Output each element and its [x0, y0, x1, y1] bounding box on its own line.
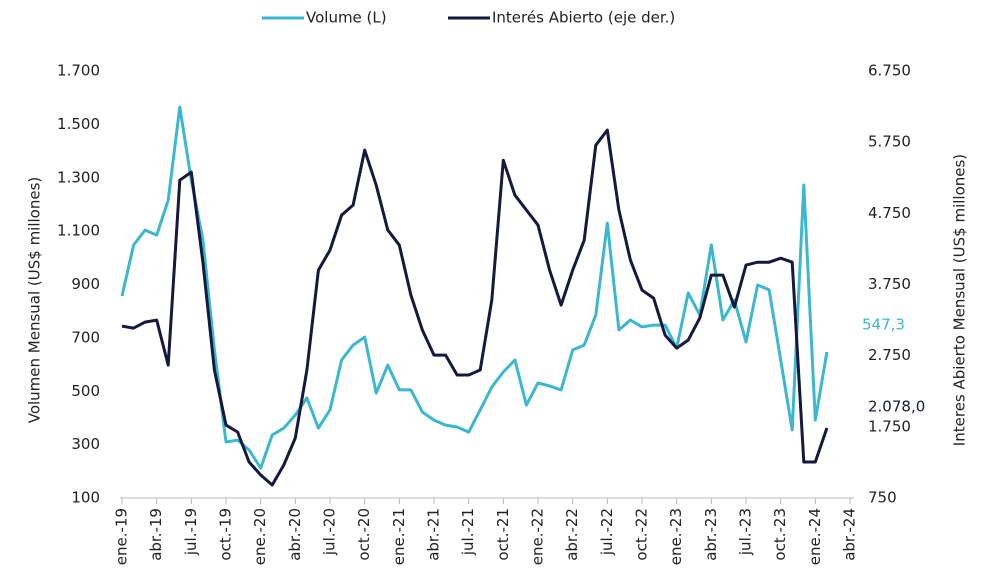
y2-tick-label: 6.750 — [868, 62, 911, 80]
y-tick-label: 300 — [71, 435, 100, 453]
x-tick-label: jul.-23 — [737, 508, 755, 556]
x-tick-label: oct.-23 — [771, 508, 789, 561]
y-tick-label: 700 — [71, 328, 100, 346]
y2-tick-label: 2.750 — [868, 346, 911, 364]
annotation: 547,3 — [862, 316, 905, 334]
y2-tick-label: 4.750 — [868, 204, 911, 222]
x-tick-label: oct.-20 — [355, 508, 373, 561]
y-tick-label: 1.500 — [57, 115, 100, 133]
x-tick-label: oct.-22 — [633, 508, 651, 561]
series-line — [120, 105, 829, 470]
legend-label: Interés Abierto (eje der.) — [492, 9, 675, 27]
y2-axis-title: Interes Abierto Mensual (US$ millones) — [951, 154, 969, 446]
x-tick-label: ene.-19 — [113, 508, 131, 565]
x-tick-label: ene.-23 — [667, 508, 685, 565]
series-line — [121, 128, 829, 487]
y-tick-label: 1.700 — [57, 62, 100, 80]
x-tick-label: abr.-21 — [425, 508, 443, 561]
y-tick-label: 900 — [71, 275, 100, 293]
x-tick-label: abr.-23 — [702, 508, 720, 561]
x-tick-label: oct.-19 — [217, 508, 235, 561]
y2-tick-label: 3.750 — [868, 275, 911, 293]
x-tick-label: ene.-21 — [390, 508, 408, 565]
y-tick-label: 500 — [71, 382, 100, 400]
legend-label: Volume (L) — [306, 9, 387, 27]
x-tick-label: abr.-24 — [841, 508, 859, 561]
x-tick-label: abr.-19 — [147, 508, 165, 561]
x-tick-label: abr.-20 — [286, 508, 304, 561]
x-tick-label: ene.-22 — [529, 508, 547, 565]
x-tick-label: jul.-21 — [459, 508, 477, 556]
y2-tick-label: 5.750 — [868, 133, 911, 151]
y-axis-title: Volumen Mensual (US$ millones) — [26, 177, 44, 424]
y-tick-label: 1.300 — [57, 168, 100, 186]
x-tick-label: ene.-20 — [251, 508, 269, 565]
x-tick-label: ene.-24 — [806, 508, 824, 565]
y-tick-label: 100 — [71, 489, 100, 507]
x-tick-label: jul.-19 — [182, 508, 200, 556]
x-tick-label: jul.-20 — [321, 508, 339, 556]
annotation: 2.078,0 — [868, 398, 925, 416]
y2-tick-label: 1.750 — [868, 417, 911, 435]
y2-tick-label: 750 — [868, 489, 897, 507]
x-tick-label: jul.-22 — [598, 508, 616, 556]
y-tick-label: 1.100 — [57, 222, 100, 240]
x-tick-label: oct.-21 — [494, 508, 512, 561]
x-tick-label: abr.-22 — [563, 508, 581, 561]
